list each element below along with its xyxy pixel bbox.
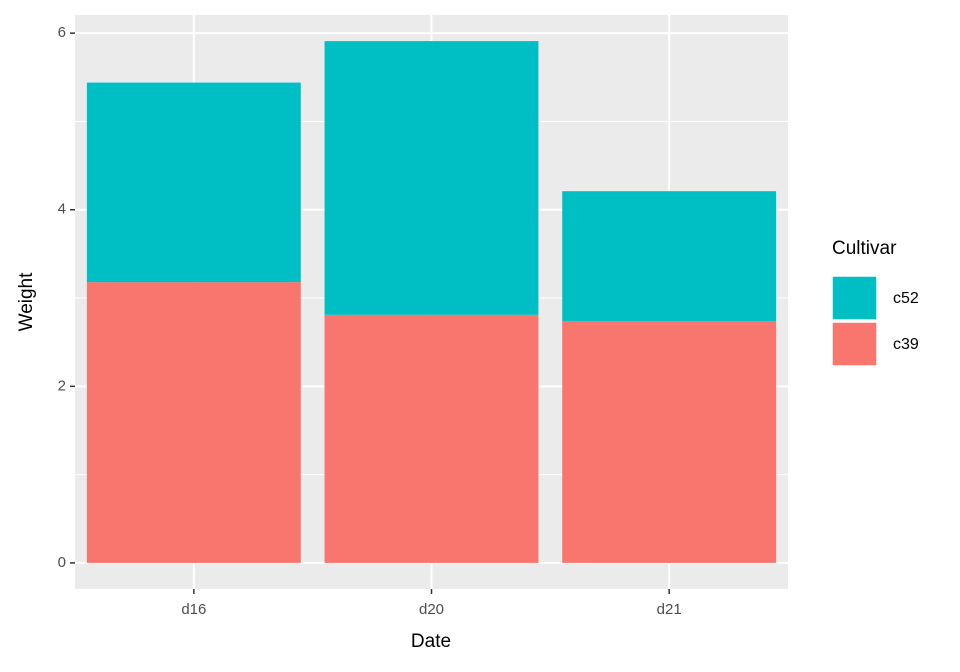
bar-segment (324, 314, 539, 563)
bar-segment (562, 191, 777, 321)
legend-label: c39 (893, 336, 919, 353)
bar-segment (86, 282, 301, 563)
y-tick-label: 0 (58, 554, 66, 571)
y-tick-label: 4 (58, 201, 66, 218)
bar-segment (86, 82, 301, 283)
y-tick-label: 6 (58, 24, 66, 41)
y-tick-label: 2 (58, 377, 66, 394)
legend-label: c52 (893, 290, 919, 307)
x-axis-title: Date (411, 631, 451, 652)
x-tick-label: d16 (181, 601, 206, 618)
x-tick-label: d21 (657, 601, 682, 618)
bars (86, 41, 777, 563)
y-axis-title: Weight (16, 272, 37, 332)
legend-key (831, 321, 878, 367)
bar-segment (324, 41, 539, 315)
legend-title: Cultivar (832, 238, 897, 259)
axes: 0 2 4 6 d16 d20 d21 (58, 24, 682, 618)
bar-segment (562, 320, 777, 563)
x-tick-label: d20 (419, 601, 444, 618)
legend-key (831, 275, 878, 321)
legend: c39 c52 (831, 275, 919, 367)
